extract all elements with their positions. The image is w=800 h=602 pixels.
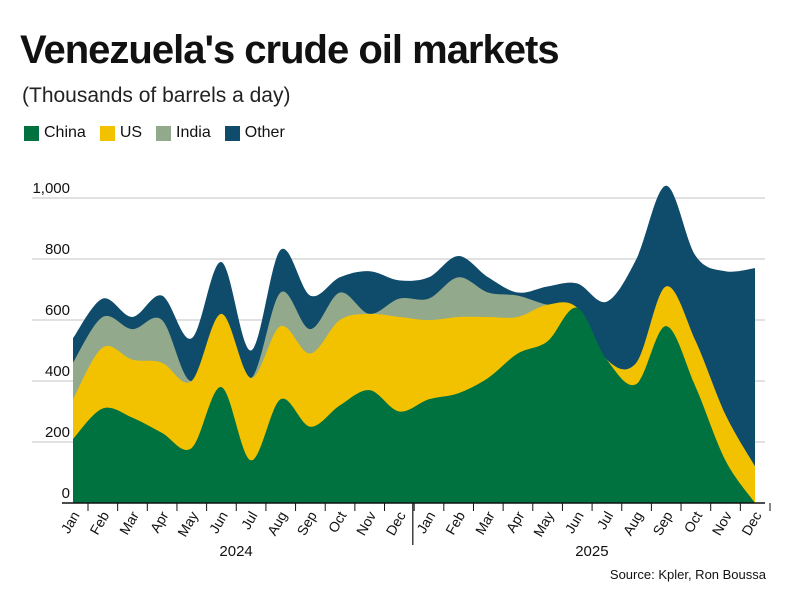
x-tick-label: Jun [206,509,231,537]
x-tick-label: Nov [353,509,379,539]
x-tick-label: Apr [503,508,528,535]
y-tick-label: 1,000 [32,180,70,197]
x-tick-label: Aug [620,509,646,539]
y-tick-label: 200 [45,424,70,441]
x-tick-label: Feb [442,508,468,537]
legend-swatch [224,125,240,141]
legend-label: US [119,124,143,141]
x-tick-label: Oct [325,508,350,535]
legend-item-china: China [24,124,86,142]
legend-swatch [99,125,115,141]
x-tick-label: Aug [264,509,290,539]
y-tick-label: 0 [62,485,70,502]
x-tick-label: May [174,509,201,540]
y-tick-label: 800 [45,241,70,258]
year-label: 2025 [575,543,608,560]
y-tick-label: 600 [45,302,70,319]
year-label: 2024 [219,543,252,560]
x-tick-label: Sep [293,508,319,538]
legend-label: Other [244,124,285,141]
legend-item-other: Other [224,124,285,142]
legend-label: China [44,124,86,141]
x-tick-label: Jan [413,509,438,537]
legend: China US India Other [24,124,285,142]
x-tick-label: Dec [382,509,408,539]
area-china [73,307,755,503]
x-tick-label: Oct [681,508,706,535]
x-tick-label: Apr [147,508,172,535]
legend-swatch [156,125,172,141]
y-tick-label: 400 [45,363,70,380]
chart-title: Venezuela's crude oil markets [20,28,560,72]
x-tick-label: Mar [472,508,498,537]
x-tick-label: May [530,509,557,540]
x-tick-label: Jun [562,509,587,537]
x-tick-label: Sep [649,508,675,538]
chart-subtitle: (Thousands of barrels a day) [22,84,291,107]
x-tick-label: Jan [57,509,82,537]
x-tick-label: Nov [709,509,735,539]
legend-label: India [176,124,211,141]
x-tick-label: Feb [86,508,112,537]
x-tick-label: Jul [594,509,617,533]
legend-item-india: India [156,124,211,142]
legend-swatch [24,125,39,141]
x-tick-label: Jul [238,509,261,533]
x-tick-label: Mar [116,508,142,537]
x-tick-label: Dec [738,509,764,539]
legend-item-us: US [99,124,143,142]
source-note: Source: Kpler, Ron Boussa [609,567,766,582]
